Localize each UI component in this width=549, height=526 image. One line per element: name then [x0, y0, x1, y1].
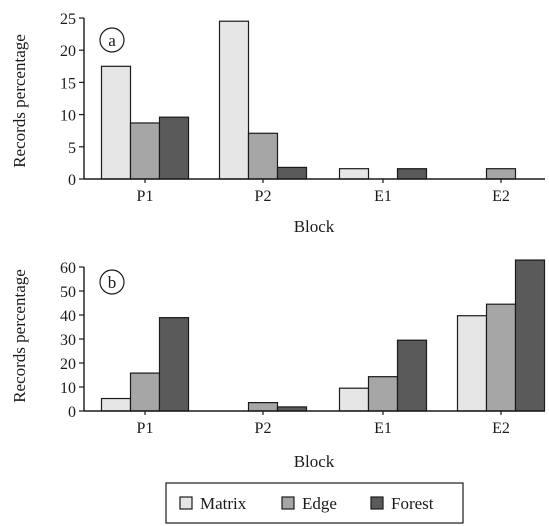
legend-label-matrix: Matrix [200, 494, 247, 513]
y-tick-label: 20 [60, 356, 76, 373]
legend-swatch-forest [370, 496, 384, 510]
bar-edge-e1 [367, 376, 399, 412]
x-axis-label: Block [294, 217, 335, 236]
bar-edge-p1 [129, 372, 161, 412]
bar-edge-p1 [129, 122, 161, 180]
x-tick-label: E2 [492, 188, 510, 205]
y-axis-label: Records percentage [10, 269, 29, 403]
y-tick-label: 40 [60, 308, 76, 325]
bar-forest-e1 [396, 168, 428, 180]
bar-matrix-p1 [100, 65, 132, 180]
bar-edge-e2 [485, 168, 517, 180]
x-tick-label: E2 [492, 420, 510, 437]
panel-label: a [108, 31, 116, 50]
x-tick-label: E1 [374, 420, 392, 437]
bar-matrix-p2 [218, 20, 250, 180]
x-tick-label: P2 [255, 188, 272, 205]
y-tick-label: 10 [60, 108, 76, 125]
bar-edge-p2 [247, 402, 279, 412]
y-tick-label: 20 [60, 43, 76, 60]
bar-matrix-e2 [456, 315, 488, 412]
y-tick-label: 15 [60, 75, 76, 92]
panel-b: Records percentage Block b P1 P2 E1 E2 0 10 20… [10, 259, 546, 471]
bar-matrix-e1 [338, 168, 370, 180]
bar-forest-p1 [158, 317, 190, 412]
bar-forest-p1 [158, 116, 190, 180]
bar-edge-e2 [485, 303, 517, 412]
y-tick-label: 10 [60, 380, 76, 397]
y-axis-label: Records percentage [10, 34, 29, 168]
bar-forest-e1 [396, 339, 428, 412]
y-tick-label: 0 [68, 404, 76, 421]
x-tick-label: E1 [374, 188, 392, 205]
x-tick-label: P1 [137, 188, 154, 205]
bar-matrix-e1 [338, 387, 370, 412]
x-tick-label: P1 [137, 420, 154, 437]
y-tick-label: 0 [68, 172, 76, 189]
panel-label: b [108, 273, 117, 292]
y-tick-label: 50 [60, 284, 76, 301]
x-tick-label: P2 [255, 420, 272, 437]
bar-forest-p2 [276, 166, 308, 180]
panel-a: Records percentage Block a P1 P2 E1 E2 0 5 10 1… [10, 11, 545, 236]
y-tick-label: 30 [60, 332, 76, 349]
bar-forest-e2 [514, 259, 546, 412]
y-tick-label: 25 [60, 11, 76, 28]
legend-swatch-edge [281, 496, 295, 510]
panel-label-badge: a [99, 27, 125, 53]
panel-label-badge: b [99, 269, 125, 295]
bar-edge-p2 [247, 132, 279, 180]
x-axis-label: Block [294, 452, 335, 471]
legend-swatch-matrix [179, 496, 193, 510]
legend: Matrix Edge Forest [165, 482, 464, 524]
legend-label-forest: Forest [391, 494, 434, 513]
y-tick-label: 60 [60, 260, 76, 277]
legend-frame [165, 482, 464, 524]
legend-label-edge: Edge [302, 494, 337, 513]
bar-matrix-p1 [100, 397, 132, 412]
y-tick-label: 5 [68, 140, 76, 157]
